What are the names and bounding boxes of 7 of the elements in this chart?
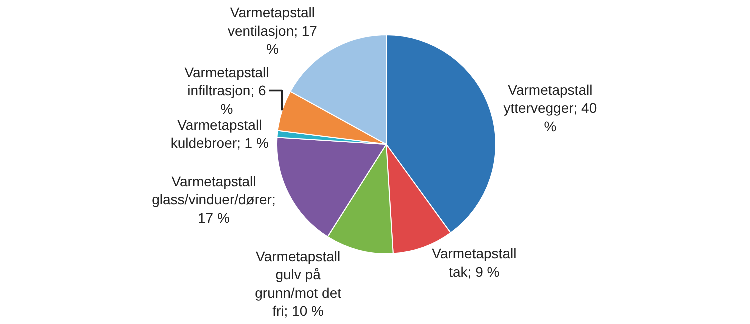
slice-label: Varmetapstall infiltrasjon; 6 %: [184, 64, 270, 117]
slice-label: Varmetapstall yttervegger; 40 %: [504, 82, 598, 134]
slice-label: Varmetapstall gulv på grunn/mot det fri; 10 %: [255, 248, 342, 319]
slice-label: Varmetapstall ventilasjon; 17 %: [228, 4, 318, 58]
slice-label: Varmetapstall glass/vinduer/dører; 17 %: [152, 173, 276, 226]
slice-label: Varmetapstall tak; 9 %: [432, 246, 517, 280]
slice-label: Varmetapstall kuldebroer; 1 %: [170, 116, 269, 152]
